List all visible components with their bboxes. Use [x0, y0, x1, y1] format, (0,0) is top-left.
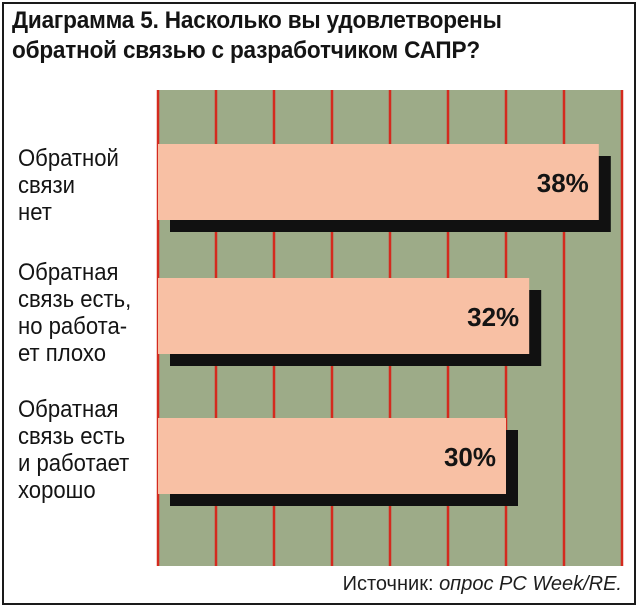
bar — [158, 418, 506, 494]
category-label-line: связь есть — [18, 423, 126, 450]
chart-title: Диаграмма 5. Насколько вы удовлетворены … — [12, 6, 502, 66]
category-label-line: но работа- — [18, 313, 128, 340]
source-prefix: Источник: — [342, 573, 440, 595]
category-label-line: ет плохо — [18, 340, 106, 367]
category-label-line: хорошо — [18, 477, 96, 504]
chart-title-line-1: Диаграмма 5. Насколько вы удовлетворены — [12, 7, 502, 34]
source-text: опрос PC Week/RE. — [439, 573, 622, 595]
category-label-line: Обратной — [18, 145, 119, 172]
bar — [158, 278, 530, 354]
category-label-line: Обратная — [18, 259, 119, 286]
bar-value-label: 30% — [444, 442, 496, 472]
bar — [158, 144, 599, 220]
category-label-line: связи — [18, 172, 75, 199]
chart-title-line-2: обратной связью с разработчиком САПР? — [12, 37, 480, 64]
category-label-line: нет — [18, 199, 52, 226]
bar-value-label: 38% — [537, 168, 589, 198]
category-label-line: связь есть, — [18, 286, 132, 313]
bar-value-label: 32% — [467, 302, 519, 332]
source-note: Источник: опрос PC Week/RE. — [343, 573, 622, 596]
category-label-line: Обратная — [18, 396, 119, 423]
category-label-line: и работает — [18, 450, 130, 477]
